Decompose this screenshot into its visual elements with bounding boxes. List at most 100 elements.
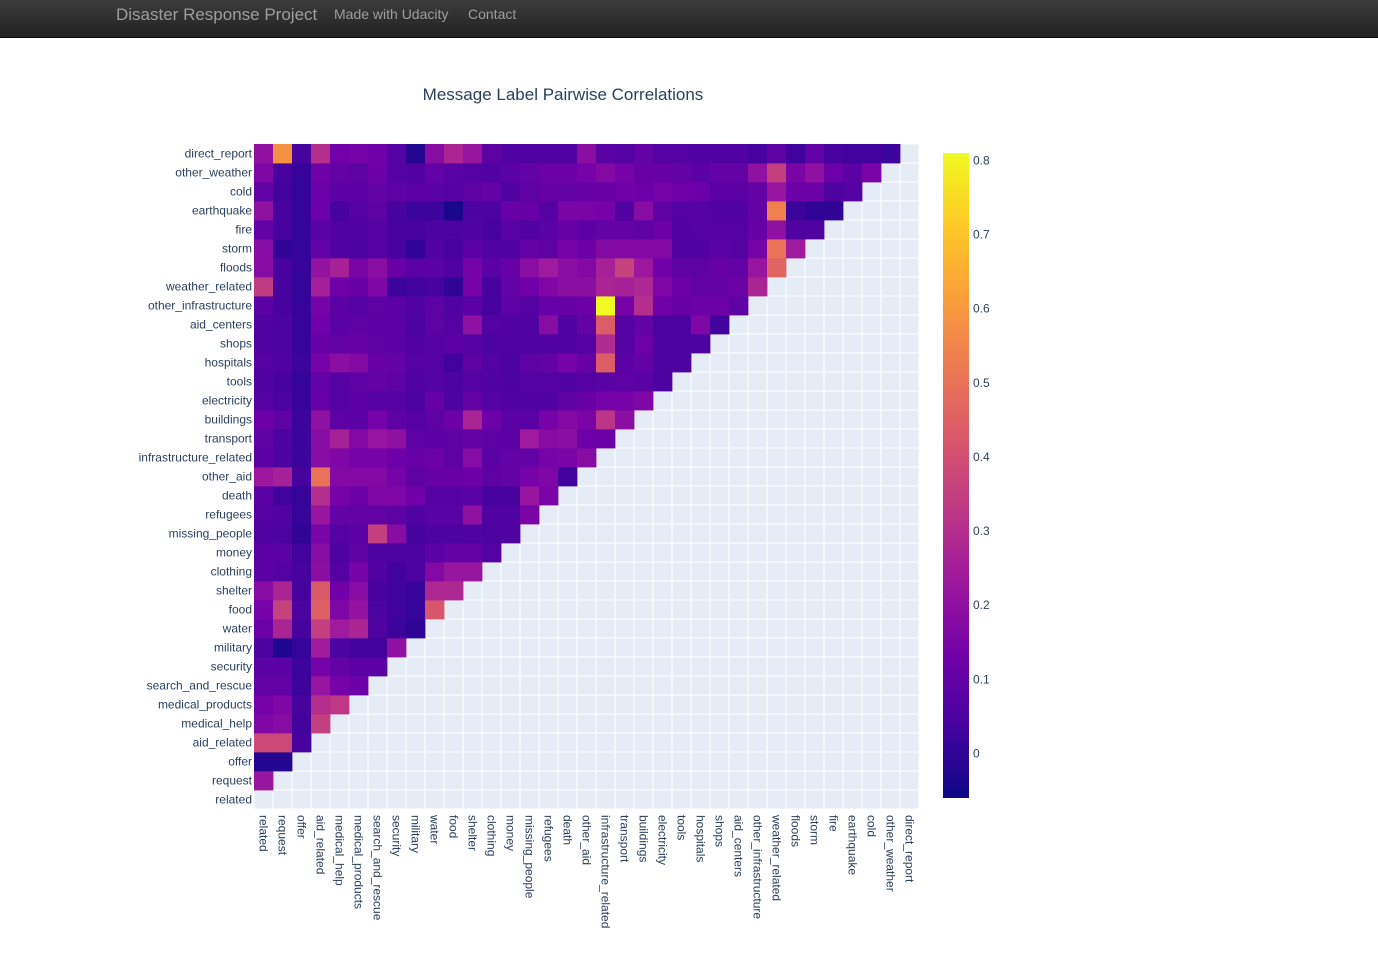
heatmap-cell	[425, 448, 445, 468]
heatmap-cell	[482, 448, 502, 468]
heatmap-cell	[254, 296, 274, 316]
heatmap-cell	[634, 353, 654, 373]
heatmap-cell	[463, 372, 483, 392]
heatmap-cell	[387, 296, 407, 316]
heatmap-cell	[520, 144, 540, 164]
heatmap-cell	[672, 296, 692, 316]
heatmap-cell	[539, 486, 559, 506]
heatmap-cell	[368, 486, 388, 506]
heatmap-cell	[368, 391, 388, 411]
heatmap-cell	[577, 258, 597, 278]
heatmap-cell	[577, 334, 597, 354]
heatmap-cell	[330, 562, 350, 582]
heatmap-cell	[691, 315, 711, 335]
heatmap-cell	[387, 638, 407, 658]
heatmap-cell	[425, 486, 445, 506]
heatmap-cell	[425, 239, 445, 259]
heatmap-cell	[311, 410, 331, 430]
heatmap-cell	[634, 201, 654, 221]
heatmap-cell	[254, 239, 274, 259]
heatmap-cell	[273, 752, 293, 772]
y-tick-label: earthquake	[192, 204, 252, 218]
heatmap-cell	[824, 201, 844, 221]
heatmap-cell	[691, 201, 711, 221]
nav-link-contact[interactable]: Contact	[468, 6, 517, 22]
x-tick-label: fire	[827, 815, 841, 832]
heatmap-cell	[444, 144, 464, 164]
y-tick-label: floods	[220, 261, 252, 275]
heatmap-cell	[425, 163, 445, 183]
heatmap-cell	[387, 619, 407, 639]
heatmap-cell	[387, 391, 407, 411]
heatmap-cell	[482, 467, 502, 487]
heatmap-cell	[273, 562, 293, 582]
heatmap-cell	[482, 334, 502, 354]
heatmap-cell	[273, 486, 293, 506]
heatmap-cell	[311, 353, 331, 373]
heatmap-cell	[254, 429, 274, 449]
heatmap-cell	[729, 277, 749, 297]
heatmap-cell	[786, 144, 806, 164]
heatmap-cell	[501, 410, 521, 430]
x-tick-label: medical_products	[352, 815, 366, 909]
heatmap-cell	[558, 353, 578, 373]
heatmap-cell	[387, 201, 407, 221]
heatmap-cell	[292, 182, 312, 202]
heatmap-cell	[729, 296, 749, 316]
heatmap-cell	[539, 201, 559, 221]
heatmap-cell	[368, 638, 388, 658]
heatmap-cell	[273, 429, 293, 449]
brand-link[interactable]: Disaster Response Project	[116, 5, 318, 24]
heatmap-cell	[501, 467, 521, 487]
heatmap-cell	[292, 277, 312, 297]
heatmap-cell	[463, 524, 483, 544]
heatmap-cell	[273, 733, 293, 753]
heatmap-cell	[330, 600, 350, 620]
heatmap-cell	[292, 486, 312, 506]
heatmap-cell	[349, 562, 369, 582]
heatmap-cell	[387, 315, 407, 335]
heatmap-cell	[786, 239, 806, 259]
heatmap-cell	[501, 315, 521, 335]
heatmap-cell	[558, 372, 578, 392]
heatmap-cell	[615, 182, 635, 202]
y-tick-label: missing_people	[169, 527, 253, 541]
heatmap-cell	[444, 486, 464, 506]
y-tick-label: military	[214, 641, 252, 655]
colorbar-tick-label: 0.1	[973, 672, 990, 686]
heatmap-cell	[520, 315, 540, 335]
heatmap-cell	[615, 296, 635, 316]
heatmap-cell	[558, 315, 578, 335]
heatmap-cell	[425, 600, 445, 620]
heatmap-cell	[444, 220, 464, 240]
heatmap-cell	[349, 543, 369, 563]
heatmap-cell	[368, 524, 388, 544]
heatmap-cell	[349, 220, 369, 240]
heatmap-cell	[482, 201, 502, 221]
heatmap-cell	[425, 258, 445, 278]
heatmap-cell	[786, 220, 806, 240]
heatmap-cell	[691, 239, 711, 259]
heatmap-cell	[368, 258, 388, 278]
nav-link-made-with-udacity[interactable]: Made with Udacity	[334, 6, 449, 22]
heatmap-cell	[729, 201, 749, 221]
y-tick-label: weather_related	[165, 280, 252, 294]
y-tick-label: fire	[235, 223, 252, 237]
x-tick-label: hospitals	[694, 815, 708, 862]
heatmap-cell	[710, 163, 730, 183]
heatmap-cell	[254, 619, 274, 639]
heatmap-cell	[349, 239, 369, 259]
heatmap-cell	[254, 600, 274, 620]
heatmap-cell	[425, 296, 445, 316]
y-tick-label: refugees	[205, 508, 252, 522]
heatmap-cell	[520, 296, 540, 316]
x-tick-label: refugees	[542, 815, 556, 862]
heatmap-chart: Message Label Pairwise Correlations rela…	[139, 85, 990, 928]
heatmap-cell	[330, 182, 350, 202]
heatmap-cell	[710, 201, 730, 221]
heatmap-cell	[672, 315, 692, 335]
heatmap-cell	[596, 391, 616, 411]
heatmap-cell	[501, 144, 521, 164]
heatmap-cell	[805, 201, 825, 221]
colorbar-tick-label: 0.7	[973, 228, 990, 242]
